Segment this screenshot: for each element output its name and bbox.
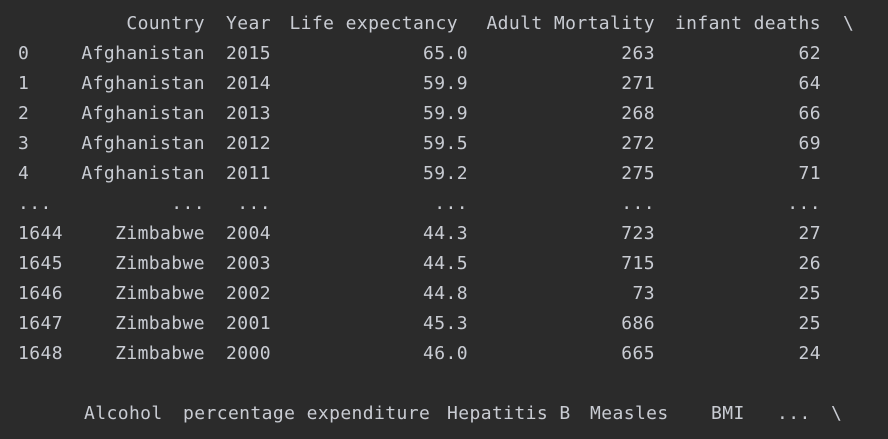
row-adult-mortality: 715 [621, 253, 655, 274]
header-continuation-marker: \ [843, 13, 855, 34]
row-infant-deaths: ... [787, 193, 821, 214]
row-country: Afghanistan [81, 163, 205, 184]
row-index: 1644 [18, 223, 63, 244]
table-header-continued: Alcohol percentage expenditure Hepatitis… [0, 399, 888, 429]
row-adult-mortality: ... [621, 193, 655, 214]
table-row: 0 Afghanistan 2015 65.0 263 62 [0, 39, 888, 69]
row-life-expectancy: 44.5 [423, 253, 468, 274]
header-ellipsis: ... [777, 403, 811, 424]
row-country: Afghanistan [81, 133, 205, 154]
table-row: 4 Afghanistan 2011 59.2 275 71 [0, 159, 888, 189]
row-life-expectancy: ... [434, 193, 468, 214]
header-measles: Measles [590, 403, 669, 424]
row-country: Afghanistan [81, 73, 205, 94]
table-row: 1644 Zimbabwe 2004 44.3 723 27 [0, 219, 888, 249]
row-year: 2004 [226, 223, 271, 244]
row-life-expectancy: 59.5 [423, 133, 468, 154]
row-country: Zimbabwe [115, 253, 205, 274]
row-index: 1648 [18, 343, 63, 364]
row-year: 2011 [226, 163, 271, 184]
row-index: 1645 [18, 253, 63, 274]
row-year: ... [237, 193, 271, 214]
row-adult-mortality: 275 [621, 163, 655, 184]
row-year: 2002 [226, 283, 271, 304]
row-year: 2001 [226, 313, 271, 334]
table-row: 1647 Zimbabwe 2001 45.3 686 25 [0, 309, 888, 339]
row-adult-mortality: 73 [632, 283, 655, 304]
row-country: Afghanistan [81, 43, 205, 64]
row-adult-mortality: 271 [621, 73, 655, 94]
row-index: 0 [18, 43, 30, 64]
row-adult-mortality: 263 [621, 43, 655, 64]
row-life-expectancy: 65.0 [423, 43, 468, 64]
row-life-expectancy: 46.0 [423, 343, 468, 364]
row-year: 2015 [226, 43, 271, 64]
row-country: Zimbabwe [115, 283, 205, 304]
row-adult-mortality: 268 [621, 103, 655, 124]
row-infant-deaths: 66 [798, 103, 821, 124]
table-row: 1648 Zimbabwe 2000 46.0 665 24 [0, 339, 888, 369]
header-life-expectancy: Life expectancy [289, 13, 458, 34]
row-country: Afghanistan [81, 103, 205, 124]
row-life-expectancy: 59.9 [423, 73, 468, 94]
table-row: 1645 Zimbabwe 2003 44.5 715 26 [0, 249, 888, 279]
header-infant-deaths: infant deaths [674, 13, 821, 34]
row-index: 1 [18, 73, 30, 94]
row-year: 2013 [226, 103, 271, 124]
row-life-expectancy: 44.8 [423, 283, 468, 304]
header-adult-mortality: Adult Mortality [486, 13, 655, 34]
header-continuation-marker: \ [831, 403, 843, 424]
row-infant-deaths: 69 [798, 133, 821, 154]
table-row: 1 Afghanistan 2014 59.9 271 64 [0, 69, 888, 99]
row-year: 2000 [226, 343, 271, 364]
row-index: 2 [18, 103, 30, 124]
row-year: 2014 [226, 73, 271, 94]
header-percentage-expenditure: percentage expenditure [183, 403, 431, 424]
table-row: 1646 Zimbabwe 2002 44.8 73 25 [0, 279, 888, 309]
row-life-expectancy: 59.2 [423, 163, 468, 184]
row-infant-deaths: 71 [798, 163, 821, 184]
row-year: 2003 [226, 253, 271, 274]
header-hepatitis-b: Hepatitis B [447, 403, 571, 424]
header-alcohol: Alcohol [84, 403, 163, 424]
table-row: 3 Afghanistan 2012 59.5 272 69 [0, 129, 888, 159]
row-country: ... [171, 193, 205, 214]
row-life-expectancy: 44.3 [423, 223, 468, 244]
row-adult-mortality: 723 [621, 223, 655, 244]
row-infant-deaths: 27 [798, 223, 821, 244]
row-index: 3 [18, 133, 30, 154]
header-year: Year [226, 13, 271, 34]
row-infant-deaths: 25 [798, 283, 821, 304]
row-country: Zimbabwe [115, 223, 205, 244]
row-life-expectancy: 45.3 [423, 313, 468, 334]
row-index: ... [18, 193, 52, 214]
row-index: 1647 [18, 313, 63, 334]
row-life-expectancy: 59.9 [423, 103, 468, 124]
row-year: 2012 [226, 133, 271, 154]
row-adult-mortality: 665 [621, 343, 655, 364]
table-row: 2 Afghanistan 2013 59.9 268 66 [0, 99, 888, 129]
row-index: 1646 [18, 283, 63, 304]
table-header: Country Year Life expectancy Adult Morta… [0, 9, 888, 39]
header-bmi: BMI [711, 403, 745, 424]
row-infant-deaths: 26 [798, 253, 821, 274]
row-adult-mortality: 686 [621, 313, 655, 334]
row-adult-mortality: 272 [621, 133, 655, 154]
header-country: Country [126, 13, 205, 34]
row-infant-deaths: 25 [798, 313, 821, 334]
table-row-ellipsis: ... ... ... ... ... ... [0, 189, 888, 219]
row-country: Zimbabwe [115, 313, 205, 334]
row-infant-deaths: 24 [798, 343, 821, 364]
row-country: Zimbabwe [115, 343, 205, 364]
row-index: 4 [18, 163, 30, 184]
row-infant-deaths: 62 [798, 43, 821, 64]
row-infant-deaths: 64 [798, 73, 821, 94]
